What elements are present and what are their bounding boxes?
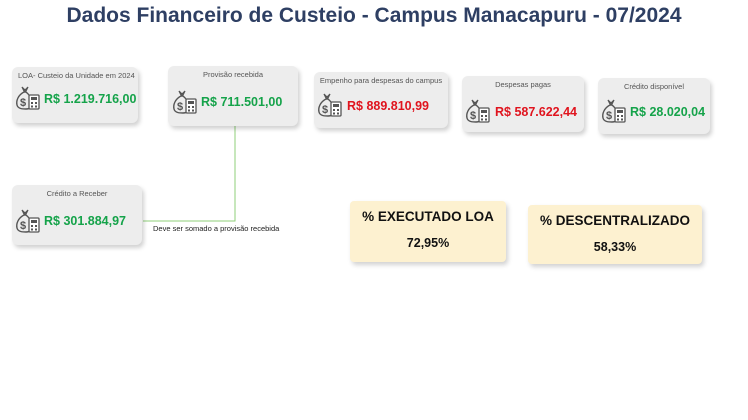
- svg-text:$: $: [177, 101, 183, 113]
- kpi-executado-value: 72,95%: [406, 236, 450, 250]
- card-credito-disponivel-value: R$ 28.020,04: [630, 105, 706, 119]
- card-despesas-label: Despesas pagas: [495, 80, 551, 89]
- card-credito-disponivel-label: Crédito disponível: [623, 82, 685, 91]
- card-despesas: Despesas pagas $ R$ 587.622,44: [462, 76, 584, 132]
- kpi-executado-loa: % EXECUTADO LOA 72,95%: [350, 201, 506, 262]
- svg-text:$: $: [322, 104, 328, 116]
- connector-note: Deve ser somado a provisão recebida: [153, 224, 280, 233]
- card-empenho-value: R$ 889.810,99: [347, 99, 430, 113]
- card-provisao-value: R$ 711.501,00: [201, 95, 283, 109]
- kpi-executado-label: % EXECUTADO LOA: [362, 209, 494, 224]
- money-bag-calculator-icon: $: [466, 99, 490, 123]
- money-bag-calculator-icon: $: [16, 86, 40, 110]
- kpi-descentralizado-value: 58,33%: [593, 240, 637, 254]
- money-bag-calculator-icon: $: [16, 209, 40, 233]
- kpi-descentralizado: % DESCENTRALIZADO 58,33%: [528, 205, 702, 264]
- svg-text:$: $: [20, 220, 26, 232]
- card-credito-receber: Crédito a Receber $ R$ 301.884,97: [12, 185, 142, 245]
- card-loa: LOA- Custeio da Unidade em 2024 $ R$ 1.2…: [12, 67, 138, 123]
- svg-text:$: $: [606, 110, 612, 122]
- card-credito-receber-label: Crédito a Receber: [46, 189, 108, 198]
- money-bag-calculator-icon: $: [173, 90, 197, 114]
- card-despesas-value: R$ 587.622,44: [495, 105, 578, 119]
- card-loa-value: R$ 1.219.716,00: [44, 92, 137, 106]
- card-provisao-label: Provisão recebida: [202, 70, 264, 79]
- card-provisao: Provisão recebida $ R$ 711.501,00: [168, 66, 298, 126]
- kpi-descentralizado-label: % DESCENTRALIZADO: [539, 213, 690, 228]
- svg-text:$: $: [20, 97, 26, 109]
- money-bag-calculator-icon: $: [318, 93, 342, 117]
- card-empenho: Empenho para despesas do campus $ R$ 889…: [314, 72, 448, 128]
- card-empenho-label: Empenho para despesas do campus: [319, 76, 443, 85]
- card-credito-receber-value: R$ 301.884,97: [44, 214, 127, 228]
- card-loa-label: LOA- Custeio da Unidade em 2024: [18, 71, 135, 80]
- money-bag-calculator-icon: $: [602, 99, 626, 123]
- card-credito-disponivel: Crédito disponível $ R$ 28.020,04: [598, 78, 710, 134]
- svg-text:$: $: [470, 110, 476, 122]
- page-title: Dados Financeiro de Custeio - Campus Man…: [66, 4, 682, 27]
